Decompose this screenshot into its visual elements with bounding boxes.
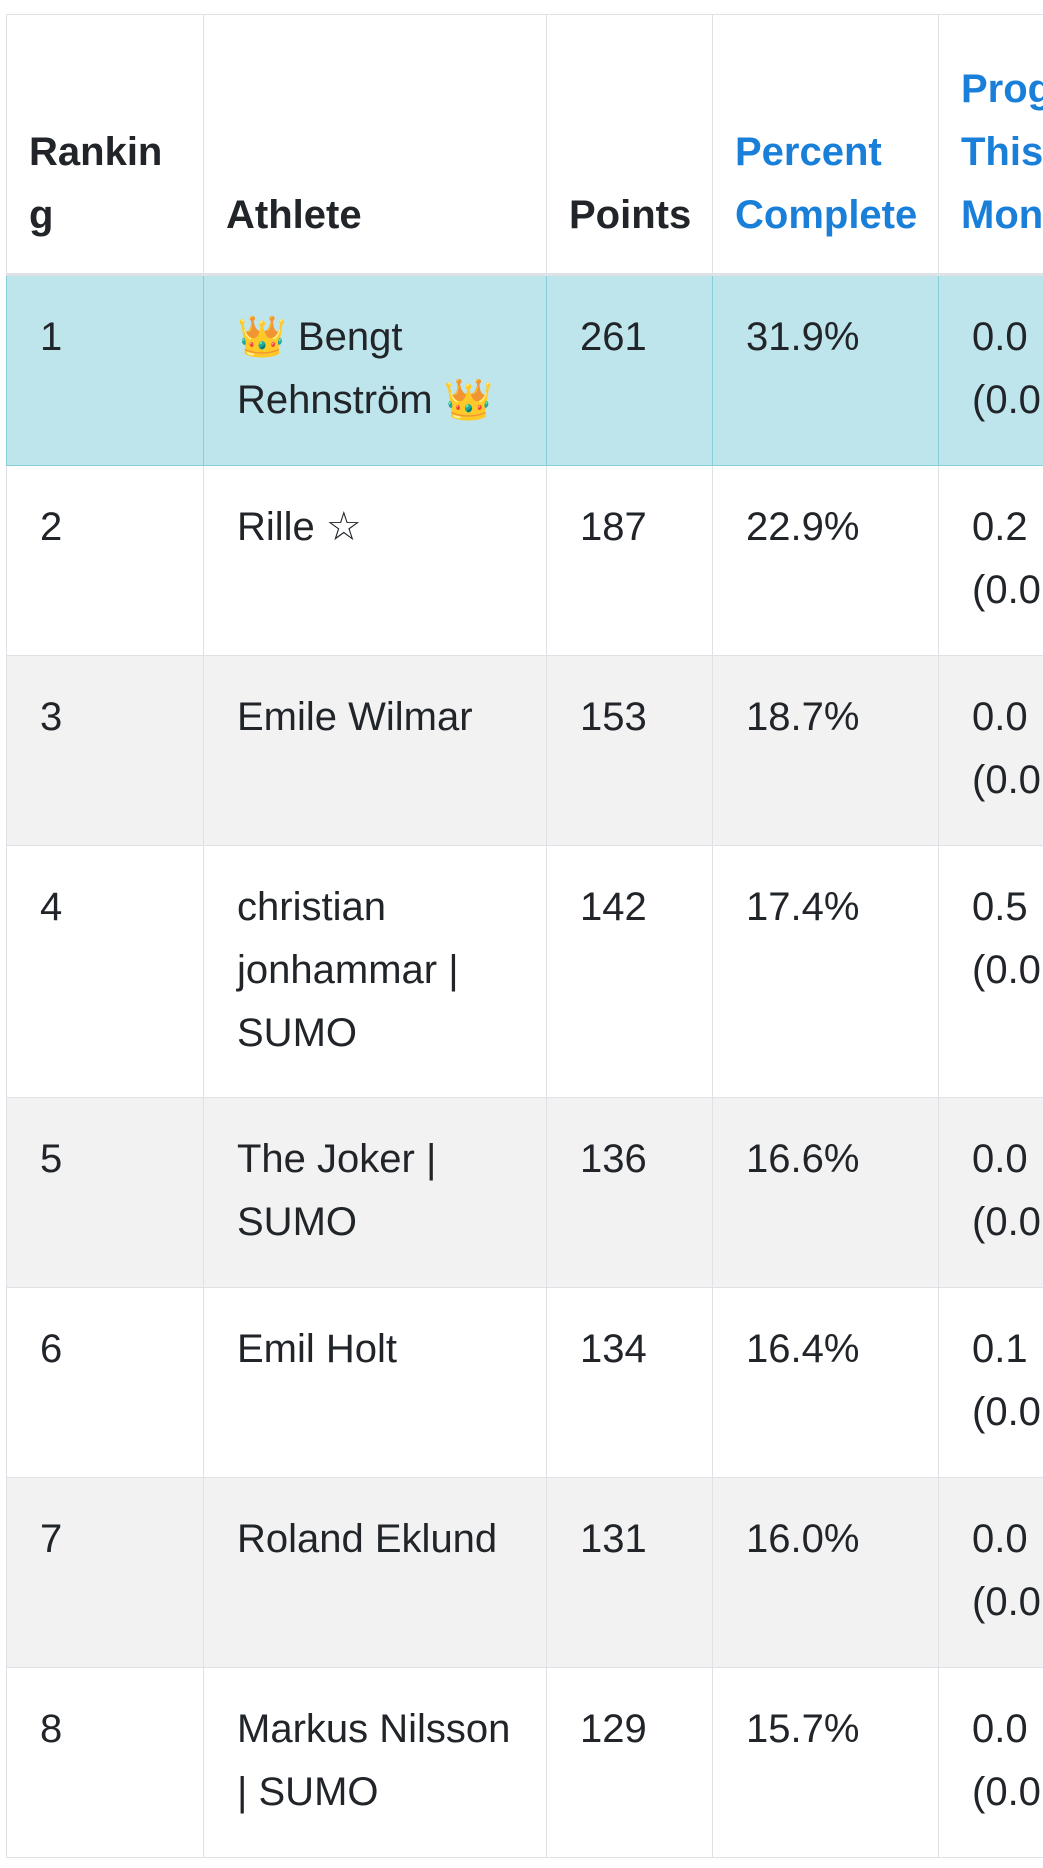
table-cell: 17.4% (712, 845, 939, 1098)
table-cell: 131 (546, 1477, 713, 1668)
table-cell: 0.0 (0.0 (938, 655, 1043, 846)
table-cell: 4 (6, 845, 204, 1098)
table-cell: 0.0 (0.0 (938, 274, 1043, 466)
table-cell: 134 (546, 1287, 713, 1478)
table-cell: 15.7% (712, 1667, 939, 1858)
leaderboard-table: Ranking Athlete Points Percent Complete Prog… (6, 14, 1043, 1858)
table-cell: 187 (546, 465, 713, 656)
table-cell: 18.7% (712, 655, 939, 846)
athlete-row: 8 Markus Nilsson | SUMO 129 15.7% 0.0 (0.0 (6, 1667, 1043, 1858)
table-cell: 1 (6, 274, 204, 466)
table-cell: 22.9% (712, 465, 939, 656)
table-cell: Roland Eklund (203, 1477, 547, 1668)
table-cell: 0.5 (0.0 (938, 845, 1043, 1098)
table-cell: 16.0% (712, 1477, 939, 1668)
table-cell: 👑 Bengt Rehnström 👑 (203, 274, 547, 466)
column-header[interactable]: Percent Complete (712, 14, 939, 276)
athlete-row: 3 Emile Wilmar 153 18.7% 0.0 (0.0 (6, 655, 1043, 846)
column-header: Points (546, 14, 713, 276)
athlete-row: 6 Emil Holt 134 16.4% 0.1 (0.0 (6, 1287, 1043, 1478)
table-cell: 261 (546, 274, 713, 466)
athlete-row: 1 👑 Bengt Rehnström 👑 261 31.9% 0.0 (0.0 (6, 274, 1043, 466)
table-cell: 8 (6, 1667, 204, 1858)
table-cell: The Joker | SUMO (203, 1097, 547, 1288)
table-cell: 129 (546, 1667, 713, 1858)
table-cell: 153 (546, 655, 713, 846)
table-cell: 2 (6, 465, 204, 656)
table-cell: 16.6% (712, 1097, 939, 1288)
athlete-row: 5 The Joker | SUMO 136 16.6% 0.0 (0.0 (6, 1097, 1043, 1288)
table-cell: Rille ☆ (203, 465, 547, 656)
table-cell: 142 (546, 845, 713, 1098)
table-cell: 3 (6, 655, 204, 846)
table-cell: 0.0 (0.0 (938, 1097, 1043, 1288)
table-cell: 6 (6, 1287, 204, 1478)
table-cell: 5 (6, 1097, 204, 1288)
table-cell: Markus Nilsson | SUMO (203, 1667, 547, 1858)
column-header: Athlete (203, 14, 547, 276)
table-cell: 136 (546, 1097, 713, 1288)
table-cell: 7 (6, 1477, 204, 1668)
table-cell: 0.0 (0.0 (938, 1477, 1043, 1668)
table-cell: 0.0 (0.0 (938, 1667, 1043, 1858)
athlete-row: 7 Roland Eklund 131 16.0% 0.0 (0.0 (6, 1477, 1043, 1668)
table-cell: christian jonhammar | SUMO (203, 845, 547, 1098)
table-cell: 0.1 (0.0 (938, 1287, 1043, 1478)
header-row: Ranking Athlete Points Percent Complete Prog… (6, 14, 1043, 276)
table-cell: Emil Holt (203, 1287, 547, 1478)
table-cell: 0.2 (0.0 (938, 465, 1043, 656)
table-cell: 16.4% (712, 1287, 939, 1478)
table-cell: 31.9% (712, 274, 939, 466)
table-body: 1 👑 Bengt Rehnström 👑 261 31.9% 0.0 (0.0 2 Ril… (6, 274, 1043, 1858)
table-cell: Emile Wilmar (203, 655, 547, 846)
athlete-row: 4 christian jonhammar | SUMO 142 17.4% 0.5 (… (6, 845, 1043, 1098)
athlete-row: 2 Rille ☆ 187 22.9% 0.2 (0.0 (6, 465, 1043, 656)
column-header[interactable]: Prog This Mon (938, 14, 1043, 276)
column-header: Ranking (6, 14, 204, 276)
